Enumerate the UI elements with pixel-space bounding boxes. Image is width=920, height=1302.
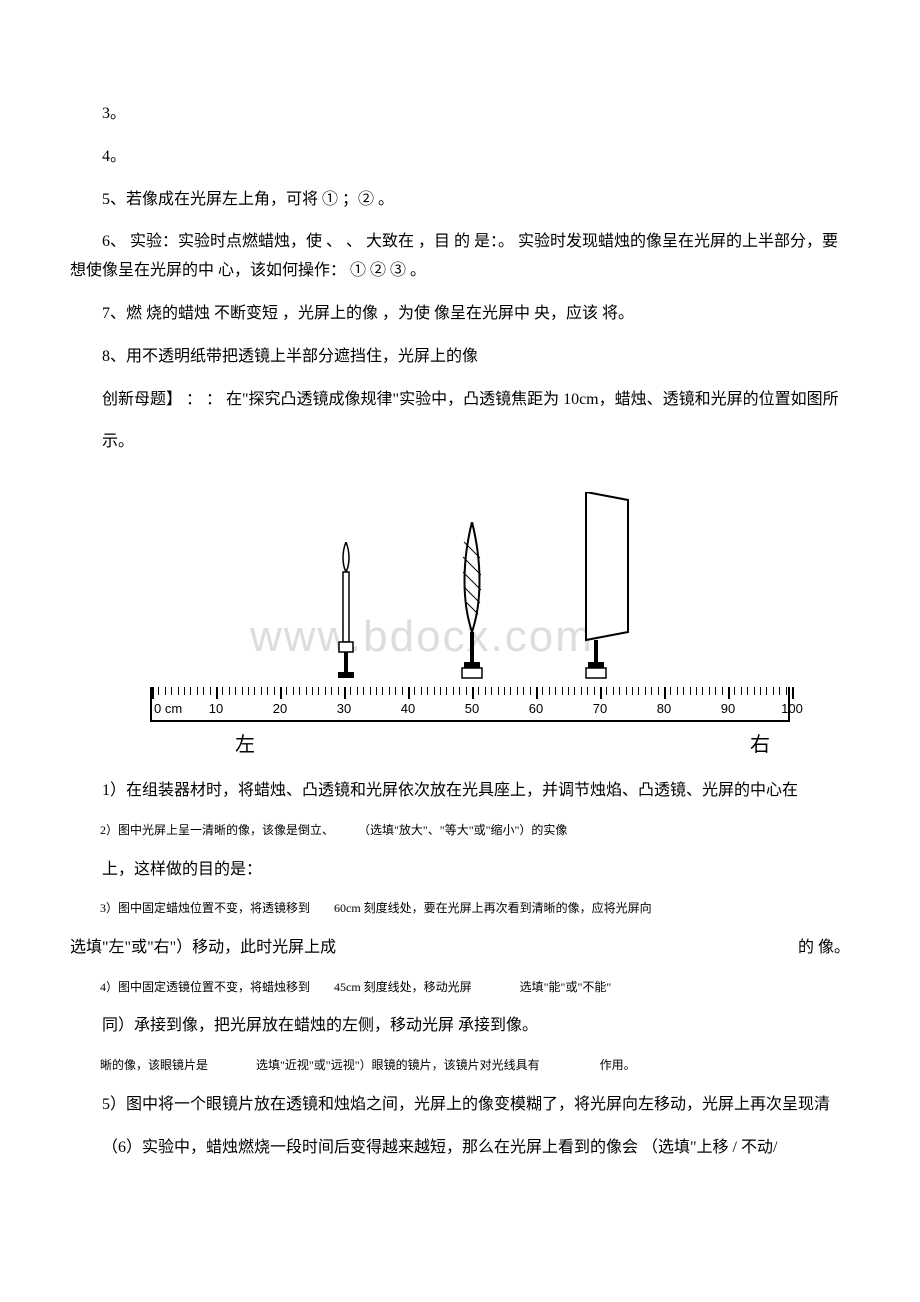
- question-2b: 上，这样做的目的是：: [70, 856, 850, 885]
- watermark-text: www.bdocx.com: [250, 612, 594, 662]
- question-3b: 选填"左"或"右"）移动，此时光屏上成 的 像。: [70, 934, 850, 963]
- axis-right-label: 右: [750, 728, 770, 757]
- question-2: 2）图中光屏上呈一清晰的像，该像是倒立、 （选填"放大"、"等大"或"缩小"）的…: [70, 820, 850, 842]
- optics-diagram: www.bdocx.com: [150, 477, 790, 757]
- line-8: 8、用不透明纸带把透镜上半部分遮挡住，光屏上的像: [70, 343, 850, 372]
- ruler-tick-label: 20: [273, 701, 287, 716]
- question-4b: 同）承接到像，把光屏放在蜡烛的左侧，移动光屏 承接到像。: [70, 1012, 850, 1041]
- ruler-tick-label: 60: [529, 701, 543, 716]
- q3b-right: 的 像。: [798, 934, 850, 963]
- lens-icon: [458, 522, 486, 687]
- line-4: 4。: [70, 143, 850, 172]
- question-3: 3）图中固定蜡烛位置不变，将透镜移到 60cm 刻度线处，要在光屏上再次看到清晰…: [70, 898, 850, 920]
- q3b-left: 选填"左"或"右"）移动，此时光屏上成: [70, 934, 336, 963]
- line-7: 7、燃 烧的蜡烛 不断变短 ，光屏上的像 ，为使 像呈在光屏中 央，应该 将。: [70, 300, 850, 329]
- question-4c: 晰的像，该眼镜片是 选填"近视"或"远视"）眼镜的镜片，该镜片对光线具有 作用。: [70, 1055, 850, 1077]
- candle-icon: [334, 542, 358, 687]
- topic-intro: 创新母题】 ： ： 在"探究凸透镜成像规律"实验中，凸透镜焦距为 10cm，蜡烛…: [70, 386, 850, 415]
- screen-icon: [578, 492, 638, 687]
- question-4: 4）图中固定透镜位置不变，将蜡烛移到 45cm 刻度线处，移动光屏 选填"能"或…: [70, 977, 850, 999]
- ruler-tick-label: 90: [721, 701, 735, 716]
- ruler-tick-label: 70: [593, 701, 607, 716]
- ruler-tick-label: 50: [465, 701, 479, 716]
- line-5: 5、若像成在光屏左上角，可将 ① ；② 。: [70, 186, 850, 215]
- ruler-tick-label: 0 cm: [154, 701, 182, 716]
- line-3: 3。: [70, 100, 850, 129]
- ruler-tick-label: 40: [401, 701, 415, 716]
- topic-shi: 示。: [70, 428, 850, 457]
- ruler-tick-label: 30: [337, 701, 351, 716]
- ruler-tick-label: 100: [781, 701, 803, 716]
- axis-left-label: 左: [235, 728, 255, 757]
- ruler-tick-label: 80: [657, 701, 671, 716]
- question-1: 1）在组装器材时，将蜡烛、凸透镜和光屏依次放在光具座上，并调节烛焰、凸透镜、光屏…: [70, 777, 850, 806]
- optical-bench-ruler: 0 cm102030405060708090100: [150, 687, 790, 722]
- line-6: 6、 实验：实验时点燃蜡烛，使 、 、 大致在 ，目 的 是：。 实验时发现蜡烛…: [70, 228, 850, 286]
- question-5: 5）图中将一个眼镜片放在透镜和烛焰之间，光屏上的像变模糊了，将光屏向左移动，光屏…: [70, 1091, 850, 1120]
- ruler-tick-label: 10: [209, 701, 223, 716]
- question-6: （6）实验中，蜡烛燃烧一段时间后变得越来越短，那么在光屏上看到的像会 （选填"上…: [70, 1134, 850, 1163]
